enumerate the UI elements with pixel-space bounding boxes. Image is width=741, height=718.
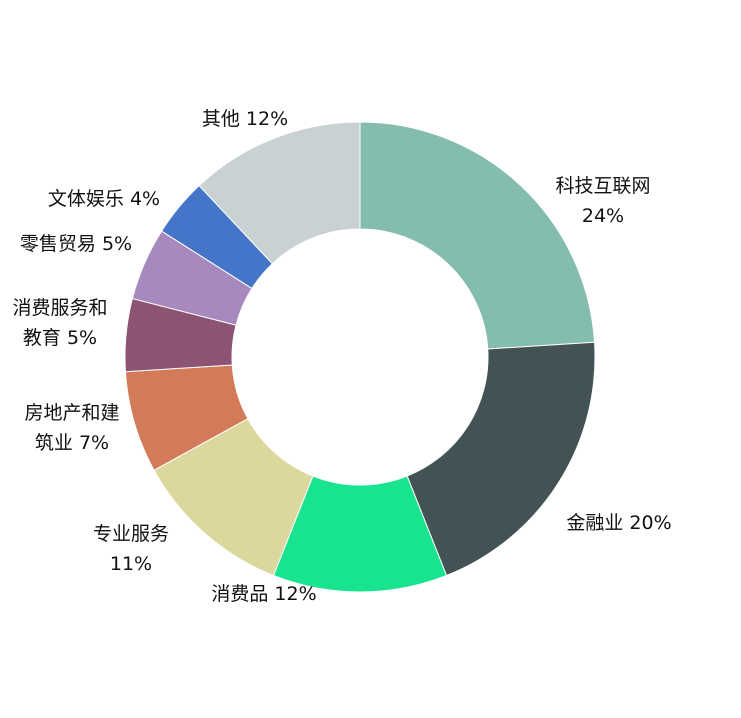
label-finance: 金融业 20% bbox=[566, 508, 671, 538]
label-professional: 专业服务 11% bbox=[93, 519, 169, 579]
label-line: 11% bbox=[109, 553, 153, 575]
label-line: 专业服务 bbox=[92, 523, 170, 545]
label-line: 教育 5% bbox=[22, 327, 98, 349]
label-line: 金融业 20% bbox=[566, 512, 672, 534]
slice-0 bbox=[359, 121, 596, 350]
label-line: 其他 12% bbox=[201, 108, 289, 130]
label-consumer-services: 消费服务和教育 5% bbox=[12, 293, 107, 353]
label-line: 零售贸易 5% bbox=[19, 233, 133, 255]
label-real-estate: 房地产和建筑业 7% bbox=[24, 398, 119, 458]
label-retail: 零售贸易 5% bbox=[20, 229, 132, 259]
label-line: 24% bbox=[581, 205, 625, 227]
label-line: 消费品 12% bbox=[211, 583, 317, 605]
slice-8 bbox=[198, 121, 361, 265]
label-entertainment: 文体娱乐 4% bbox=[48, 184, 160, 214]
label-other: 其他 12% bbox=[202, 104, 288, 134]
label-tech: 科技互联网 24% bbox=[555, 171, 650, 231]
label-line: 筑业 7% bbox=[34, 432, 110, 454]
label-line: 科技互联网 bbox=[555, 175, 651, 197]
label-line: 文体娱乐 4% bbox=[47, 188, 161, 210]
label-line: 房地产和建 bbox=[24, 402, 120, 424]
slice-1 bbox=[406, 341, 596, 577]
label-consumer-goods: 消费品 12% bbox=[211, 579, 316, 609]
label-line: 消费服务和 bbox=[12, 297, 108, 319]
